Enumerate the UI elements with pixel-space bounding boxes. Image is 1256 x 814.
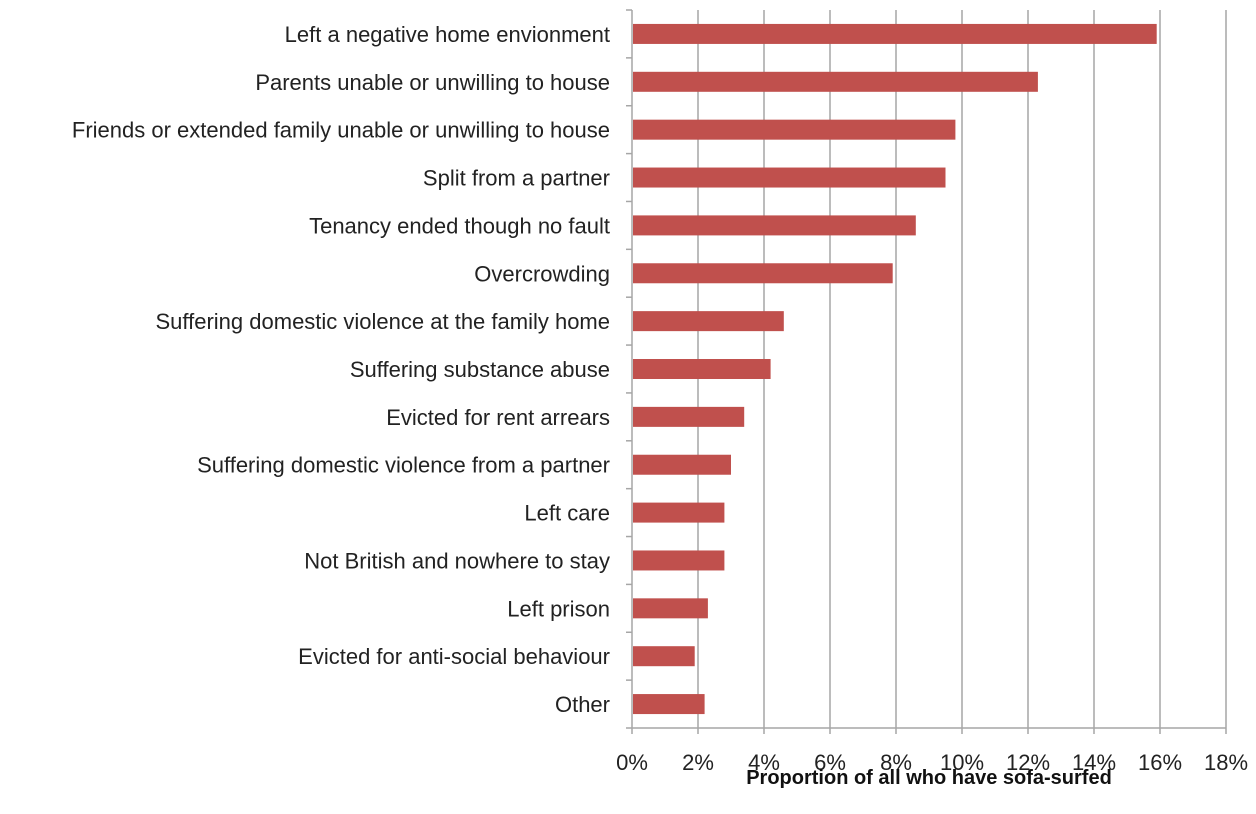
bar [633, 215, 916, 236]
bar [633, 359, 771, 379]
category-label: Not British and nowhere to stay [304, 548, 610, 573]
x-tick-label: 0% [616, 750, 648, 775]
category-label: Friends or extended family unable or unw… [72, 118, 610, 143]
bar [633, 454, 731, 475]
category-label: Left a negative home envionment [285, 22, 610, 47]
category-label: Suffering domestic violence from a partn… [197, 453, 610, 478]
category-label: Suffering substance abuse [350, 357, 610, 382]
bar [633, 694, 705, 715]
category-labels: Left a negative home envionment Parents u… [72, 22, 610, 717]
category-label: Overcrowding [474, 261, 610, 286]
category-label: Evicted for anti-social behaviour [298, 644, 610, 669]
category-label: Split from a partner [423, 166, 610, 191]
bar [633, 119, 956, 140]
x-tick-label: 8% [880, 750, 912, 775]
bars [633, 23, 1157, 715]
x-tick-label: 4% [748, 750, 780, 775]
category-label: Other [555, 692, 610, 717]
x-tick-label: 12% [1006, 750, 1050, 775]
category-label: Evicted for rent arrears [386, 405, 610, 430]
x-tick-label: 10% [940, 750, 984, 775]
category-label: Parents unable or unwilling to house [255, 70, 610, 95]
bar [633, 598, 708, 619]
x-tick-label: 16% [1138, 750, 1182, 775]
x-axis-title: Proportion of all who have sofa-surfed [746, 767, 1112, 789]
category-label: Suffering domestic violence at the famil… [156, 309, 611, 334]
bar [633, 646, 695, 667]
axes [626, 9, 1227, 734]
x-tick-label: 2% [682, 750, 714, 775]
tick-labels: 0% 2% 4% 6% 8% 10% 12% 14% 16% 18% [616, 750, 1248, 775]
bar [633, 23, 1157, 44]
gridlines [697, 10, 1227, 728]
category-label: Left prison [507, 596, 610, 621]
x-tick-label: 18% [1204, 750, 1248, 775]
x-tick-label: 14% [1072, 750, 1116, 775]
bar [633, 167, 946, 188]
bar [633, 71, 1038, 92]
x-tick-label: 6% [814, 750, 846, 775]
bar [633, 311, 784, 332]
bar [633, 550, 725, 571]
bar [633, 263, 893, 284]
bar [633, 406, 745, 427]
category-label: Tenancy ended though no fault [309, 213, 610, 238]
bar [633, 502, 725, 523]
category-label: Left care [524, 501, 610, 526]
